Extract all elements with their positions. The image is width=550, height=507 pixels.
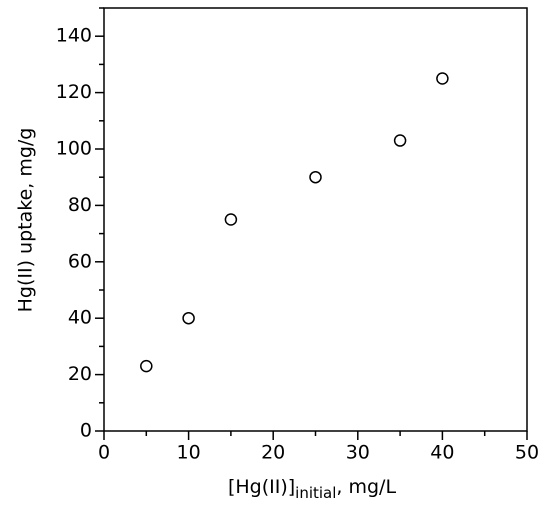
x-tick-label: 10: [177, 442, 201, 464]
x-label-main: [Hg(II)]: [228, 476, 295, 498]
plot-frame: [103, 7, 528, 432]
x-tick-label: 40: [430, 442, 454, 464]
data-point: [182, 311, 195, 325]
y-tick-label: 40: [68, 307, 92, 329]
x-label-subscript: initial: [295, 484, 336, 502]
y-tick-label: 100: [56, 138, 92, 160]
y-tick-label: 60: [68, 250, 92, 272]
y-tick-label: 20: [68, 363, 92, 385]
y-tick-label: 80: [68, 194, 92, 216]
data-point: [224, 213, 238, 226]
x-tick-label: 0: [98, 442, 110, 464]
data-point: [309, 170, 322, 184]
x-label-suffix: , mg/L: [336, 476, 396, 498]
data-point: [140, 359, 153, 373]
y-tick-label: 140: [56, 25, 92, 47]
data-point: [436, 72, 449, 85]
y-tick-label: 120: [56, 81, 92, 103]
x-axis-label: [Hg(II)]initial, mg/L: [228, 476, 397, 502]
x-tick-label: 50: [515, 442, 539, 464]
x-tick-label: 20: [261, 442, 285, 464]
x-tick-label: 30: [346, 442, 370, 464]
data-point: [393, 134, 407, 147]
y-tick-label: 0: [80, 420, 92, 442]
y-axis-label: Hg(II) uptake, mg/g: [15, 128, 37, 313]
